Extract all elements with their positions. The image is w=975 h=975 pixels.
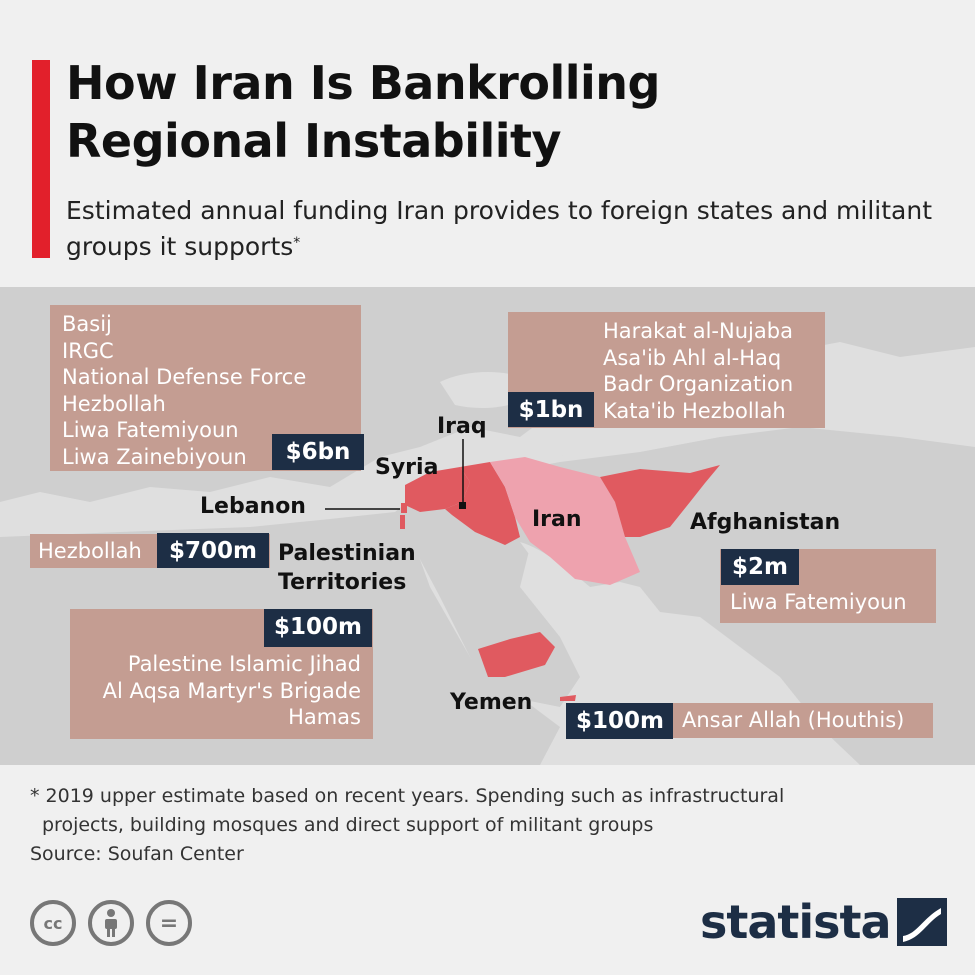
afghanistan-amount-tag: $2m [721, 549, 799, 585]
region-iran [490, 457, 640, 585]
statista-logo-text[interactable]: statista [700, 895, 892, 949]
subtitle-footnote-mark: * [293, 235, 301, 251]
iraq-group-1: Harakat al-Nujaba [603, 319, 793, 343]
iraq-group-4: Kata'ib Hezbollah [603, 398, 786, 423]
page-title: How Iran Is Bankrolling Regional Instabi… [66, 56, 660, 168]
statista-logo-icon [897, 898, 947, 946]
lebanon-amount-tag: $700m [157, 533, 269, 568]
lebanon-group-1: Hezbollah [38, 539, 142, 563]
region-lebanon [401, 503, 407, 513]
palestinian-group-3: Hamas [288, 705, 361, 729]
iraq-marker [459, 502, 466, 509]
syria-label: Syria [375, 455, 439, 480]
region-iraq [445, 462, 520, 545]
yemen-amount-tag: $100m [566, 703, 673, 739]
yemen-group-1: Ansar Allah (Houthis) [682, 708, 905, 732]
region-yemen-socotra [560, 695, 576, 701]
footnote: * 2019 upper estimate based on recent ye… [30, 782, 950, 869]
iran-label: Iran [532, 507, 582, 532]
title-accent-bar [32, 60, 50, 258]
iraq-group-2: Asa'ib Ahl al-Haq [603, 345, 782, 370]
footnote-line-1: * 2019 upper estimate based on recent ye… [30, 785, 785, 807]
iraq-amount-tag: $1bn [508, 392, 594, 427]
page-subtitle: Estimated annual funding Iran provides t… [66, 193, 946, 265]
syria-group-4: Hezbollah [62, 391, 166, 416]
palestinian-amount-tag: $100m [264, 609, 372, 647]
iraq-group-3: Badr Organization [603, 372, 794, 396]
cc-glyph: cc [43, 913, 63, 933]
palestinian-group-1: Palestine Islamic Jihad [127, 652, 361, 676]
syria-group-6: Liwa Zainebiyoun [62, 444, 247, 469]
afghanistan-group-1: Liwa Fatemiyoun [730, 590, 907, 614]
subtitle-text: Estimated annual funding Iran provides t… [66, 196, 932, 261]
palestinian-group-2: Al Aqsa Martyr's Brigade [102, 678, 361, 703]
region-yemen [478, 632, 555, 677]
syria-groups-box: Basij IRGC National Defense Force Hezbol… [50, 305, 361, 471]
source-line: Source: Soufan Center [30, 843, 244, 865]
footnote-line-2: projects, building mosques and direct su… [42, 814, 654, 836]
yemen-label: Yemen [450, 690, 533, 715]
lebanon-label: Lebanon [200, 494, 306, 519]
syria-group-2: IRGC [62, 338, 114, 363]
region-syria [405, 467, 470, 512]
no-derivatives-icon[interactable]: = [146, 900, 192, 946]
region-palestinian-territories [400, 515, 405, 529]
syria-amount-tag: $6bn [272, 434, 364, 470]
middle-east-map: Basij IRGC National Defense Force Hezbol… [0, 287, 975, 765]
syria-group-1: Basij [62, 312, 112, 336]
syria-group-5: Liwa Fatemiyoun [62, 418, 239, 442]
attribution-icon[interactable] [88, 900, 134, 946]
nd-glyph: = [159, 910, 179, 936]
syria-group-3: National Defense Force [62, 365, 307, 389]
iraq-label: Iraq [437, 414, 487, 439]
creative-commons-icon[interactable]: cc [30, 900, 76, 946]
region-afghanistan [600, 465, 720, 537]
person-glyph [105, 909, 117, 937]
afghanistan-label: Afghanistan [690, 510, 841, 535]
iraq-groups-box: Harakat al-Nujaba Asa'ib Ahl al-Haq Badr… [508, 312, 825, 428]
palestinian-territories-label: Palestinian Territories [278, 541, 416, 595]
